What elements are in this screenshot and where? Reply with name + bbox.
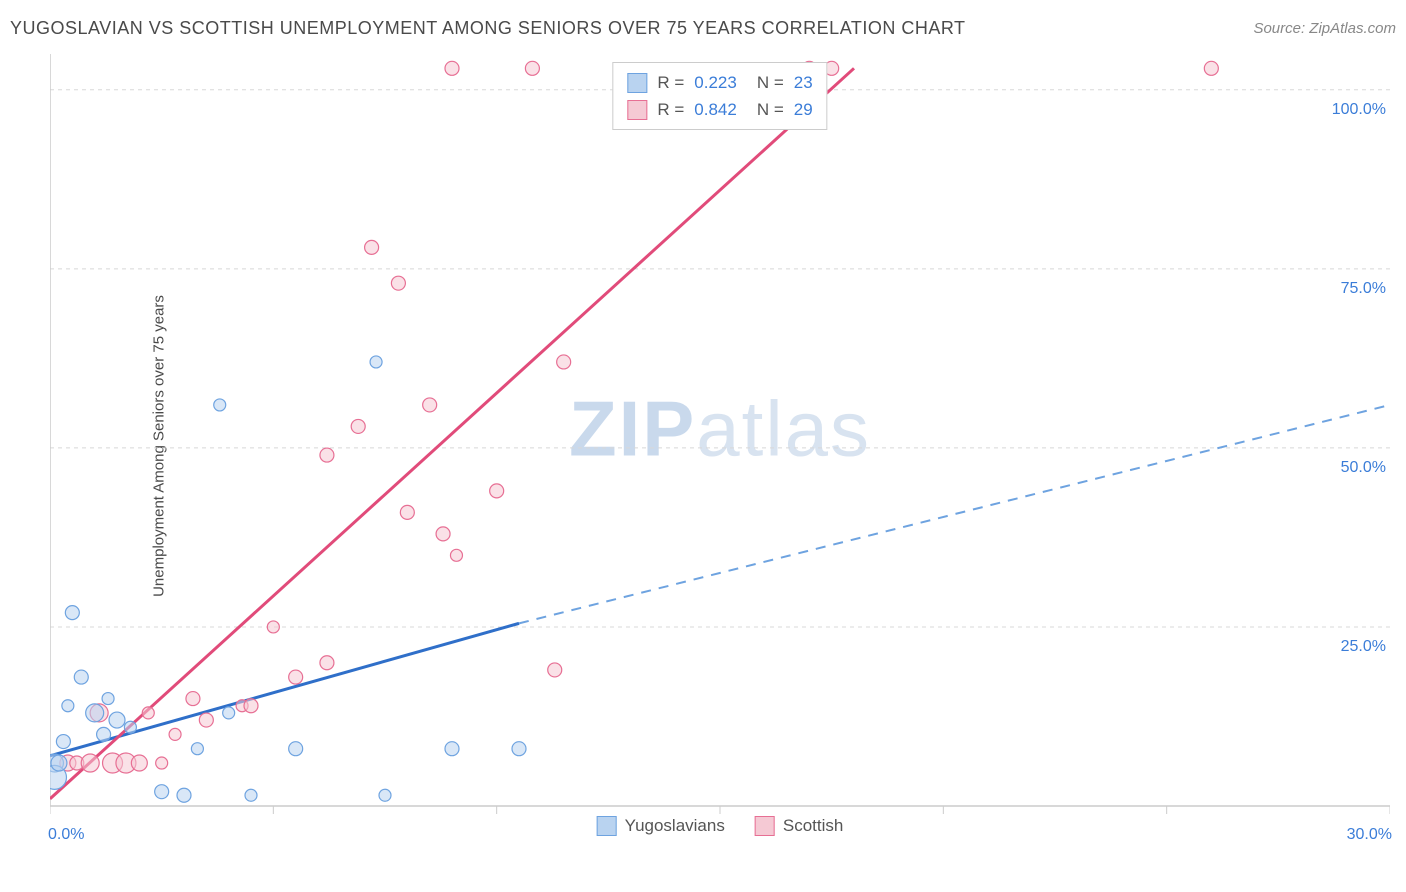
- legend-item-scot: Scottish: [755, 816, 843, 836]
- legend-label: Yugoslavians: [625, 816, 725, 836]
- legend-stats: R = 0.223 N = 23 R = 0.842 N = 29: [612, 62, 827, 130]
- x-axis-max-label: 30.0%: [1347, 826, 1392, 844]
- legend-label: Scottish: [783, 816, 843, 836]
- legend-stats-row: R = 0.842 N = 29: [627, 96, 812, 123]
- legend-swatch-icon: [597, 816, 617, 836]
- svg-text:75.0%: 75.0%: [1341, 280, 1386, 297]
- x-axis-min-label: 0.0%: [48, 826, 84, 844]
- legend-series: Yugoslavians Scottish: [597, 816, 844, 836]
- svg-text:50.0%: 50.0%: [1341, 459, 1386, 476]
- legend-n-value: 29: [794, 96, 813, 123]
- chart-area: ZIPatlas 25.0%50.0%75.0%100.0% R = 0.223…: [50, 54, 1390, 836]
- legend-stats-row: R = 0.223 N = 23: [627, 69, 812, 96]
- legend-n-label: N =: [757, 96, 784, 123]
- legend-swatch-yugo: [627, 73, 647, 93]
- legend-r-value: 0.223: [694, 69, 737, 96]
- legend-n-label: N =: [757, 69, 784, 96]
- legend-r-label: R =: [657, 69, 684, 96]
- legend-r-value: 0.842: [694, 96, 737, 123]
- legend-swatch-scot: [627, 100, 647, 120]
- legend-r-label: R =: [657, 96, 684, 123]
- scatter-plot: 25.0% 50.0% 75.0% 100.0%: [50, 54, 1390, 836]
- legend-swatch-icon: [755, 816, 775, 836]
- legend-n-value: 23: [794, 69, 813, 96]
- legend-item-yugo: Yugoslavians: [597, 816, 725, 836]
- source-label: Source: ZipAtlas.com: [1253, 20, 1396, 37]
- chart-title: YUGOSLAVIAN VS SCOTTISH UNEMPLOYMENT AMO…: [10, 18, 966, 39]
- svg-text:25.0%: 25.0%: [1341, 638, 1386, 655]
- svg-text:100.0%: 100.0%: [1332, 101, 1386, 118]
